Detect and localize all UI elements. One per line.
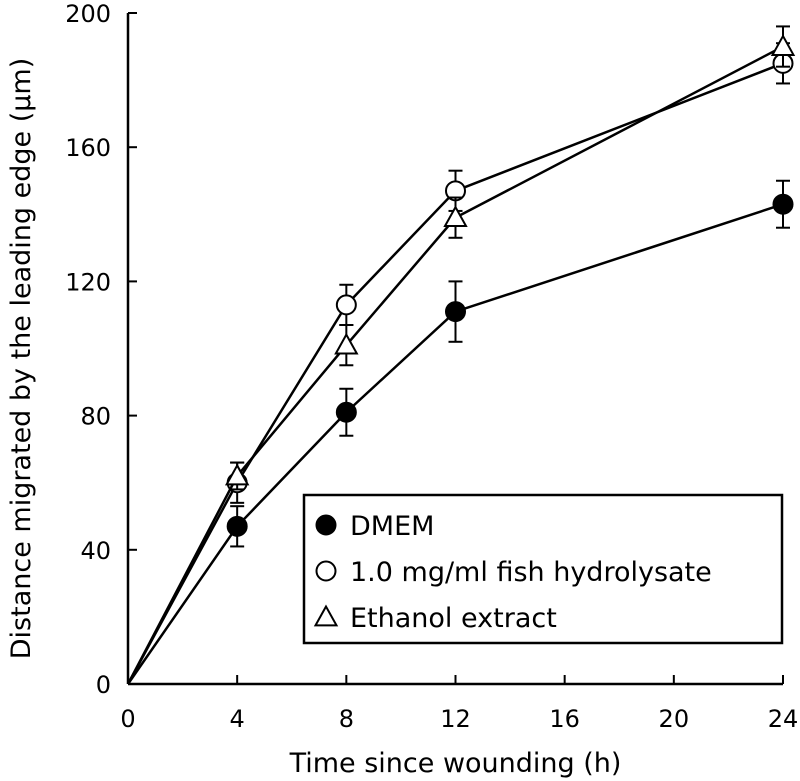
legend-label: 1.0 mg/ml fish hydrolysate	[350, 557, 712, 588]
series-1	[126, 179, 794, 685]
x-axis-ticks: 0 4 8 12 16 20 24	[120, 675, 798, 733]
y-axis-title: Distance migrated by the leading edge (μ…	[6, 58, 37, 660]
legend-item: DMEM	[315, 511, 434, 542]
data-point	[226, 515, 248, 537]
legend-marker	[315, 560, 337, 582]
y-tick-label: 80	[80, 403, 111, 431]
x-tick-label: 20	[659, 705, 690, 733]
legend-item: Ethanol extract	[313, 603, 557, 634]
legend: DMEM 1.0 mg/ml fish hydrolysate Ethanol ex…	[302, 493, 784, 645]
y-axis-ticks: 0 40 80 120 160 200	[65, 0, 137, 699]
data-point	[335, 401, 357, 423]
series-3	[126, 25, 796, 685]
data-point	[772, 193, 794, 215]
legend-item: 1.0 mg/ml fish hydrolysate	[315, 557, 712, 588]
x-axis-title: Time since wounding (h)	[289, 748, 622, 779]
legend-label: DMEM	[350, 511, 434, 542]
legend-items: DMEM 1.0 mg/ml fish hydrolysate Ethanol ex…	[313, 511, 712, 634]
x-tick-label: 24	[768, 705, 799, 733]
legend-marker	[315, 514, 337, 536]
x-tick-label: 12	[440, 705, 471, 733]
x-tick-label: 4	[230, 705, 245, 733]
legend-box	[302, 493, 784, 645]
y-tick-label: 40	[80, 537, 111, 565]
legend-label: Ethanol extract	[350, 603, 557, 634]
data-point	[443, 205, 468, 228]
y-tick-label: 160	[65, 134, 111, 162]
data-point	[334, 332, 359, 355]
y-tick-label: 120	[65, 268, 111, 296]
y-tick-label: 0	[96, 671, 111, 699]
plot-area: 0 4 8 12 16 20 24 0 40 80 120 160 200	[65, 0, 798, 733]
x-tick-label: 0	[120, 705, 135, 733]
data-point	[335, 294, 357, 316]
data-point	[224, 463, 250, 486]
x-tick-label: 8	[339, 705, 354, 733]
x-tick-label: 16	[549, 705, 580, 733]
series-layer	[126, 25, 796, 685]
data-point	[770, 33, 796, 56]
legend-marker	[313, 604, 339, 627]
data-point	[445, 301, 466, 323]
y-tick-label: 200	[65, 0, 111, 28]
